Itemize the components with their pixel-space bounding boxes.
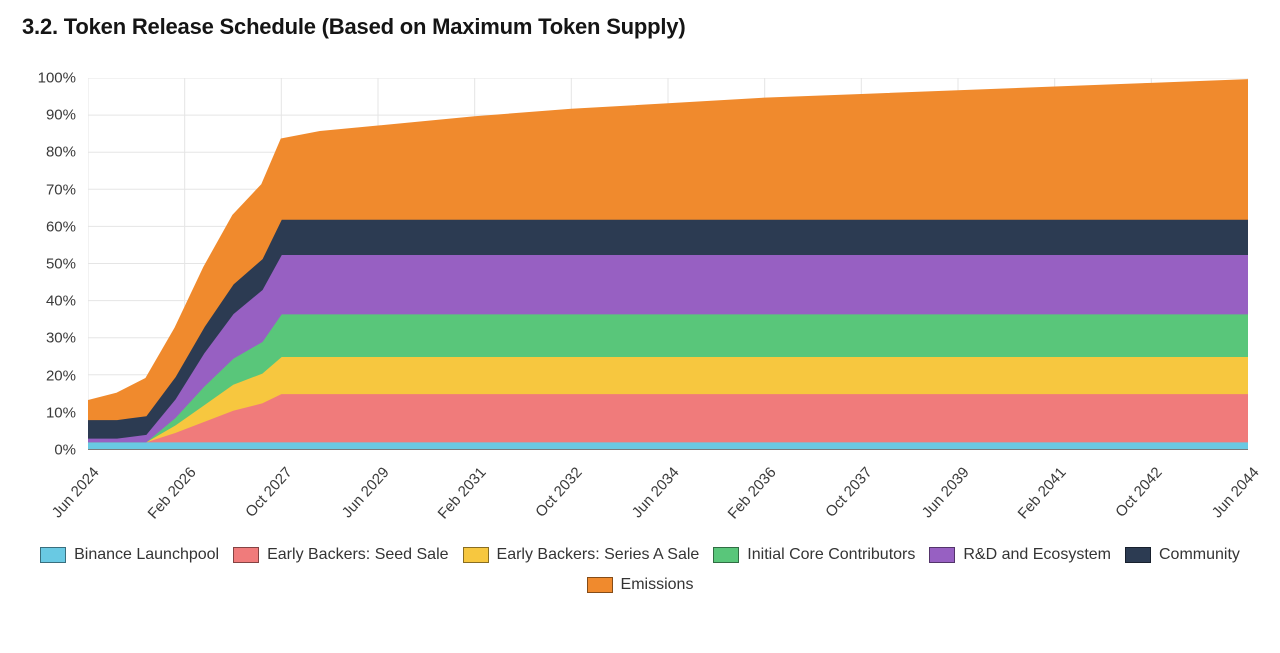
x-tick-label: Oct 2027 bbox=[243, 464, 296, 521]
legend-item: Binance Launchpool bbox=[40, 546, 219, 564]
legend-item: Emissions bbox=[587, 576, 694, 594]
x-tick-label: Oct 2042 bbox=[1113, 464, 1166, 521]
legend-swatch bbox=[233, 547, 259, 563]
legend-item: Early Backers: Seed Sale bbox=[233, 546, 448, 564]
legend-item: Early Backers: Series A Sale bbox=[463, 546, 700, 564]
legend-swatch bbox=[587, 577, 613, 593]
y-tick-label: 50% bbox=[46, 256, 76, 273]
x-tick-label: Jun 2034 bbox=[629, 464, 683, 521]
y-tick-label: 70% bbox=[46, 181, 76, 198]
y-tick-label: 20% bbox=[46, 367, 76, 384]
page-root: 3.2. Token Release Schedule (Based on Ma… bbox=[0, 0, 1280, 653]
x-tick-label: Jun 2029 bbox=[339, 464, 393, 521]
legend-swatch bbox=[713, 547, 739, 563]
legend-label: R&D and Ecosystem bbox=[963, 546, 1111, 564]
chart-svg bbox=[88, 78, 1248, 449]
y-tick-label: 60% bbox=[46, 218, 76, 235]
x-tick-label: Jun 2039 bbox=[919, 464, 973, 521]
y-tick-label: 90% bbox=[46, 107, 76, 124]
x-tick-label: Jun 2044 bbox=[1209, 464, 1263, 521]
legend-item: Initial Core Contributors bbox=[713, 546, 915, 564]
x-tick-label: Feb 2026 bbox=[144, 464, 199, 522]
chart-container: 0%10%20%30%40%50%60%70%80%90%100% Jun 20… bbox=[20, 68, 1260, 498]
legend-label: Emissions bbox=[621, 576, 694, 594]
y-tick-label: 30% bbox=[46, 330, 76, 347]
legend: Binance Launchpool Early Backers: Seed Sa… bbox=[20, 546, 1260, 594]
y-tick-label: 10% bbox=[46, 404, 76, 421]
x-tick-label: Jun 2024 bbox=[49, 464, 103, 521]
x-tick-label: Feb 2031 bbox=[434, 464, 489, 522]
y-tick-label: 80% bbox=[46, 144, 76, 161]
x-tick-label: Oct 2037 bbox=[823, 464, 876, 521]
legend-label: Early Backers: Seed Sale bbox=[267, 546, 448, 564]
legend-label: Initial Core Contributors bbox=[747, 546, 915, 564]
series-area bbox=[88, 442, 1248, 449]
x-tick-label: Oct 2032 bbox=[533, 464, 586, 521]
legend-swatch bbox=[1125, 547, 1151, 563]
legend-label: Community bbox=[1159, 546, 1240, 564]
y-tick-label: 0% bbox=[54, 442, 76, 459]
legend-swatch bbox=[929, 547, 955, 563]
y-tick-label: 40% bbox=[46, 293, 76, 310]
legend-label: Early Backers: Series A Sale bbox=[497, 546, 700, 564]
legend-label: Binance Launchpool bbox=[74, 546, 219, 564]
x-tick-label: Feb 2041 bbox=[1014, 464, 1069, 522]
x-axis-labels: Jun 2024Feb 2026Oct 2027Jun 2029Feb 2031… bbox=[88, 454, 1248, 534]
plot-area bbox=[88, 78, 1248, 450]
x-tick-label: Feb 2036 bbox=[724, 464, 779, 522]
chart-title: 3.2. Token Release Schedule (Based on Ma… bbox=[22, 14, 1262, 40]
legend-swatch bbox=[40, 547, 66, 563]
legend-item: R&D and Ecosystem bbox=[929, 546, 1111, 564]
y-axis-labels: 0%10%20%30%40%50%60%70%80%90%100% bbox=[20, 78, 82, 450]
legend-item: Community bbox=[1125, 546, 1240, 564]
legend-swatch bbox=[463, 547, 489, 563]
y-tick-label: 100% bbox=[38, 70, 76, 87]
